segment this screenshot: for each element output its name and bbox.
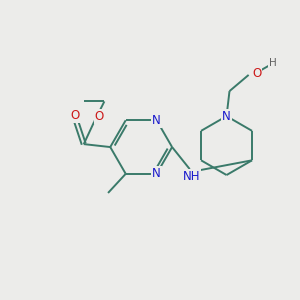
Text: H: H xyxy=(269,58,277,68)
Text: N: N xyxy=(152,114,161,127)
Text: N: N xyxy=(152,167,161,180)
Text: O: O xyxy=(70,109,80,122)
Text: NH: NH xyxy=(182,170,200,183)
Text: O: O xyxy=(95,110,104,123)
Text: O: O xyxy=(252,67,262,80)
Text: N: N xyxy=(222,110,231,123)
